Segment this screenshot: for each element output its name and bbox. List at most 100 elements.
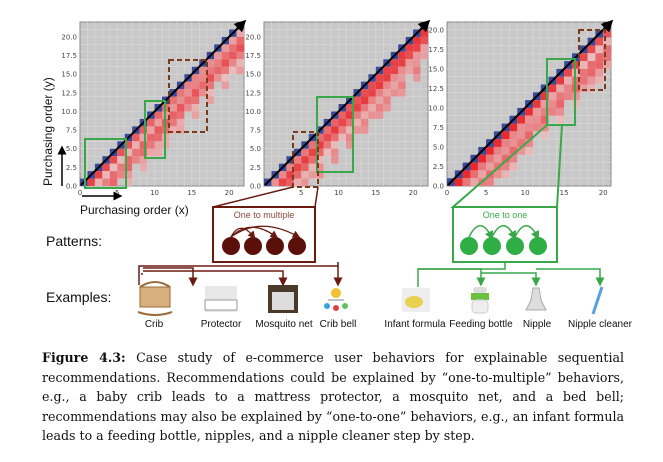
- figure: 0.0 2.5 5.0 7.5 10.0 12.5 15.0 17.5 20.0 0 5 10 15 20…: [41, 19, 633, 330]
- heatmap-cell: [308, 141, 317, 149]
- heatmap-cell: [102, 163, 110, 172]
- heatmap-cell: [338, 118, 346, 127]
- heatmap-cell: [478, 162, 487, 171]
- heatmap-cell: [413, 36, 421, 45]
- mosquito-net-image: [268, 285, 298, 313]
- y-tick-label: 15.0: [61, 71, 77, 79]
- heatmap-cell: [236, 51, 244, 60]
- heatmap-cell: [346, 111, 354, 119]
- y-tick-label: 17.5: [428, 46, 444, 54]
- heatmap-cell: [564, 84, 572, 93]
- heatmap-cell: [398, 66, 406, 75]
- examples-label: Examples:: [46, 289, 111, 305]
- y-tick-label: 5.0: [66, 145, 77, 153]
- one-to-multiple-arrows: [230, 225, 301, 240]
- y-tick-label: 0.0: [250, 183, 261, 191]
- heatmap-cell: [191, 81, 200, 90]
- heatmap-cell: [154, 141, 162, 149]
- heatmap-cell: [293, 163, 302, 172]
- heatmap-cell: [420, 36, 428, 45]
- heatmap-cell: [517, 146, 526, 155]
- heatmap-cell: [579, 53, 588, 62]
- heatmap-cell: [346, 126, 354, 134]
- heatmap-cell: [139, 126, 148, 134]
- heatmap-cell: [532, 123, 541, 132]
- heatmap-cell: [286, 178, 294, 186]
- heatmap-cell: [375, 111, 384, 119]
- heatmap-cell: [486, 154, 494, 163]
- heatmap-cell: [214, 74, 222, 82]
- heatmap-cell: [398, 89, 406, 97]
- green-box-1: [84, 138, 127, 189]
- heatmap-cell: [236, 36, 244, 45]
- heatmap-cell: [331, 141, 339, 149]
- example-feeding-bottle: Feeding bottle: [449, 319, 513, 330]
- y-tick-label: 20.0: [428, 26, 444, 34]
- heatmap-cell: [109, 178, 118, 186]
- heatmap-cell: [308, 171, 317, 179]
- heatmap-cell: [517, 115, 526, 124]
- heatmap-cell: [420, 51, 428, 60]
- y-tick-label: 10.0: [61, 108, 77, 116]
- heatmap-cell: [331, 133, 339, 142]
- heatmap-cell: [517, 123, 526, 132]
- x-tick-label: 10: [521, 189, 530, 197]
- heatmap-cell: [375, 74, 384, 82]
- heatmap-cell: [548, 92, 557, 101]
- heatmap-cell: [413, 74, 421, 82]
- heatmap-panel-left: 0.02.55.07.510.012.515.017.520.00 5 10 15 20: [61, 19, 247, 197]
- heatmap-cell: [169, 111, 177, 119]
- one-to-one-nodes: [460, 237, 547, 255]
- heatmap-cell: [525, 139, 533, 147]
- crib-connectors: [138, 262, 343, 287]
- diagonal-arrow: [80, 19, 247, 186]
- heatmap-cell: [501, 162, 510, 171]
- heatmap-panel-right: 0.0 2.5 5.0 7.5 10.0 12.5 15.0 17.5 20.0 0 5 10 15 20: [428, 19, 614, 197]
- heatmap-cell: [191, 89, 200, 97]
- heatmap-cell: [229, 44, 237, 52]
- example-nipple-cleaner: Nipple cleaner: [568, 319, 633, 330]
- y-tick-label: 2.5: [250, 164, 261, 172]
- brown-dashed-box-1: [168, 59, 208, 133]
- heatmap-cell: [338, 133, 346, 142]
- formula-connectors: [417, 262, 605, 287]
- heatmap-cell: [470, 162, 479, 171]
- heatmap-cell: [331, 118, 339, 127]
- heatmap-cell: [154, 118, 162, 127]
- heatmap-cell: [405, 51, 414, 60]
- heatmap-cell: [540, 92, 549, 101]
- heatmap-cell: [323, 141, 332, 149]
- heatmap-cell: [338, 126, 346, 134]
- heatmap-cell: [221, 74, 230, 82]
- heatmap-cell: [390, 59, 399, 67]
- heatmap-cell: [564, 92, 572, 101]
- heatmap-cell: [587, 84, 596, 93]
- y-tick-label: 10.0: [245, 108, 261, 116]
- y-tick-label: 20.0: [61, 33, 77, 41]
- heatmap-cell: [147, 133, 155, 142]
- heatmap-cell: [184, 104, 192, 112]
- heatmap-cell: [286, 171, 294, 179]
- heatmap-cell: [169, 96, 177, 104]
- heatmap-cell: [360, 89, 369, 97]
- heatmap-cell: [191, 104, 200, 112]
- heatmap-cell: [353, 126, 361, 134]
- heatmap-cell: [548, 84, 557, 93]
- y-tick-label: 17.5: [245, 52, 261, 60]
- heatmap-cell: [353, 96, 361, 104]
- heatmap-cell: [338, 111, 346, 119]
- heatmap-cell: [509, 139, 518, 147]
- crib-image: [137, 281, 173, 316]
- heatmap-cell: [493, 146, 502, 155]
- nipple-cleaner-image: [591, 286, 604, 315]
- heatmap-cell: [517, 131, 526, 140]
- x-tick-label: 5: [299, 189, 303, 197]
- example-protector: Protector: [201, 319, 242, 330]
- patterns-label: Patterns:: [46, 233, 102, 249]
- heatmap-cell: [154, 133, 162, 142]
- heatmap-cell: [509, 123, 518, 132]
- heatmap-cell: [493, 170, 502, 179]
- heatmap-cell: [139, 148, 148, 157]
- heatmap-cell: [301, 171, 309, 179]
- heatmap-cell: [603, 29, 611, 38]
